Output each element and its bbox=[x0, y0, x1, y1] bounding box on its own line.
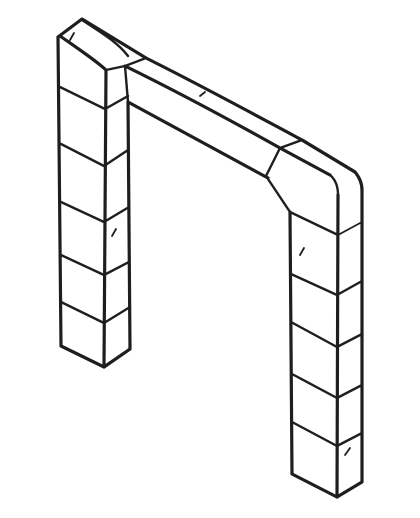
lintel bbox=[123, 56, 357, 180]
left-block-joint-2 bbox=[59, 142, 130, 168]
lintel-joint-right-drop bbox=[264, 146, 282, 178]
left-pillar-top-edge bbox=[80, 18, 130, 58]
right-pillar-bevel bbox=[264, 174, 340, 237]
right-pillar-cap-front bbox=[328, 173, 340, 197]
sketch-texture bbox=[69, 32, 351, 456]
right-block-joint-top bbox=[337, 221, 363, 236]
lintel-joint-right bbox=[278, 138, 304, 150]
lintel-top-back-edge bbox=[144, 56, 357, 174]
right-pillar bbox=[264, 138, 364, 499]
lintel-joint-left bbox=[123, 56, 148, 68]
texture-stroke bbox=[344, 447, 351, 456]
right-pillar-cap bbox=[300, 138, 364, 192]
left-block-joint-5 bbox=[59, 300, 132, 325]
texture-stroke bbox=[111, 228, 117, 237]
texture-stroke bbox=[299, 247, 305, 256]
left-block-joint-4 bbox=[59, 253, 131, 277]
left-pillar-corner-edge bbox=[58, 34, 108, 369]
texture-stroke bbox=[69, 32, 75, 41]
left-block-joint-1 bbox=[58, 85, 130, 111]
texture-stroke bbox=[199, 91, 206, 97]
right-block-joint-3 bbox=[290, 372, 364, 400]
right-block-joint-2 bbox=[289, 320, 364, 349]
right-block-joint-4 bbox=[290, 420, 364, 448]
left-block-joint-3 bbox=[59, 200, 131, 224]
lintel-bottom-edge bbox=[126, 100, 270, 180]
right-pillar-outline bbox=[288, 188, 364, 499]
right-block-joint-1 bbox=[289, 272, 364, 297]
lintel-top-front-edge bbox=[123, 64, 332, 177]
